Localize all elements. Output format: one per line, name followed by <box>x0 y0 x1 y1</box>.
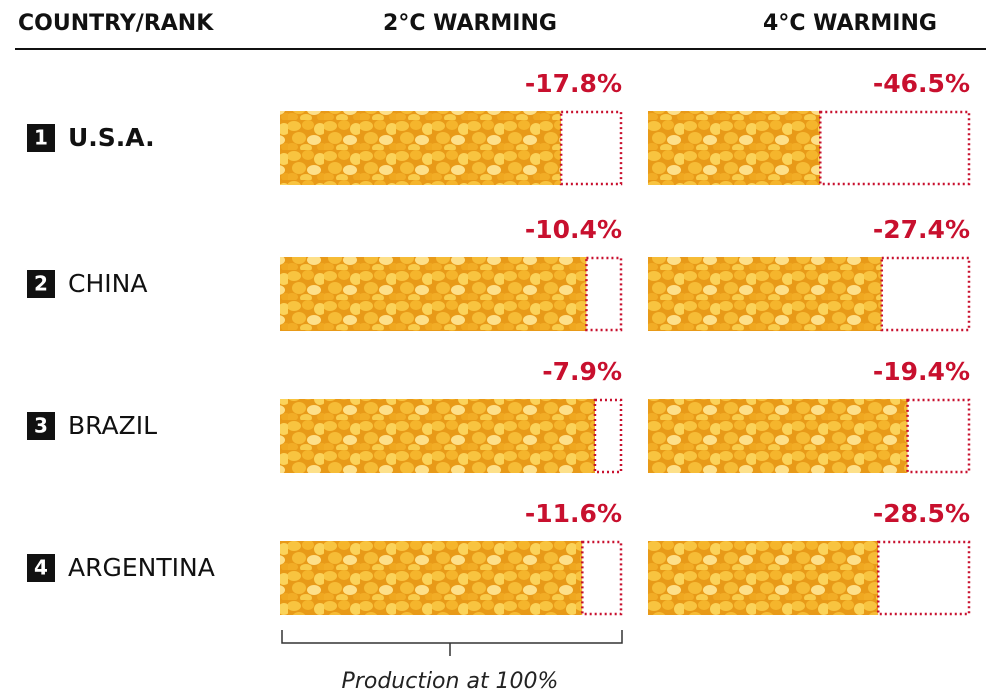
country: BRAZIL <box>68 411 157 440</box>
loss-box <box>559 110 623 186</box>
rank-box <box>27 270 55 298</box>
production-bar <box>648 111 821 185</box>
loss-box <box>581 540 623 616</box>
loss-box <box>585 256 623 332</box>
rank-box <box>27 554 55 582</box>
production-bar <box>280 257 587 331</box>
value-label: -28.5% <box>873 499 970 528</box>
rank: 1 <box>34 126 48 150</box>
value-label: -10.4% <box>525 215 622 244</box>
loss-box <box>876 540 971 616</box>
production-bar <box>280 399 595 473</box>
value-label: -7.9% <box>542 357 622 386</box>
value-label: -11.6% <box>525 499 622 528</box>
production-bar <box>648 399 908 473</box>
production-bar <box>648 257 882 331</box>
production-bar <box>280 111 562 185</box>
loss-box <box>906 398 971 474</box>
loss-box <box>593 398 623 474</box>
bracket <box>281 630 623 656</box>
series-header: 2°C WARMING <box>383 11 557 36</box>
rank: 3 <box>34 414 48 438</box>
loss-box <box>880 256 971 332</box>
annotation: Production at 100% <box>342 669 559 694</box>
country: ARGENTINA <box>68 553 215 582</box>
loss-box <box>819 110 971 186</box>
value-label: -27.4% <box>873 215 970 244</box>
value-label: -17.8% <box>525 69 622 98</box>
country: CHINA <box>68 269 147 298</box>
production-bar <box>648 541 879 615</box>
rank: 2 <box>34 272 48 296</box>
country: U.S.A. <box>68 123 155 152</box>
column-header: COUNTRY/RANK <box>18 11 214 36</box>
value-label: -46.5% <box>873 69 970 98</box>
rank-box <box>27 412 55 440</box>
production-bar <box>280 541 583 615</box>
series-header: 4°C WARMING <box>763 11 937 36</box>
value-label: -19.4% <box>873 357 970 386</box>
rank: 4 <box>34 556 48 580</box>
rank-box <box>27 124 55 152</box>
